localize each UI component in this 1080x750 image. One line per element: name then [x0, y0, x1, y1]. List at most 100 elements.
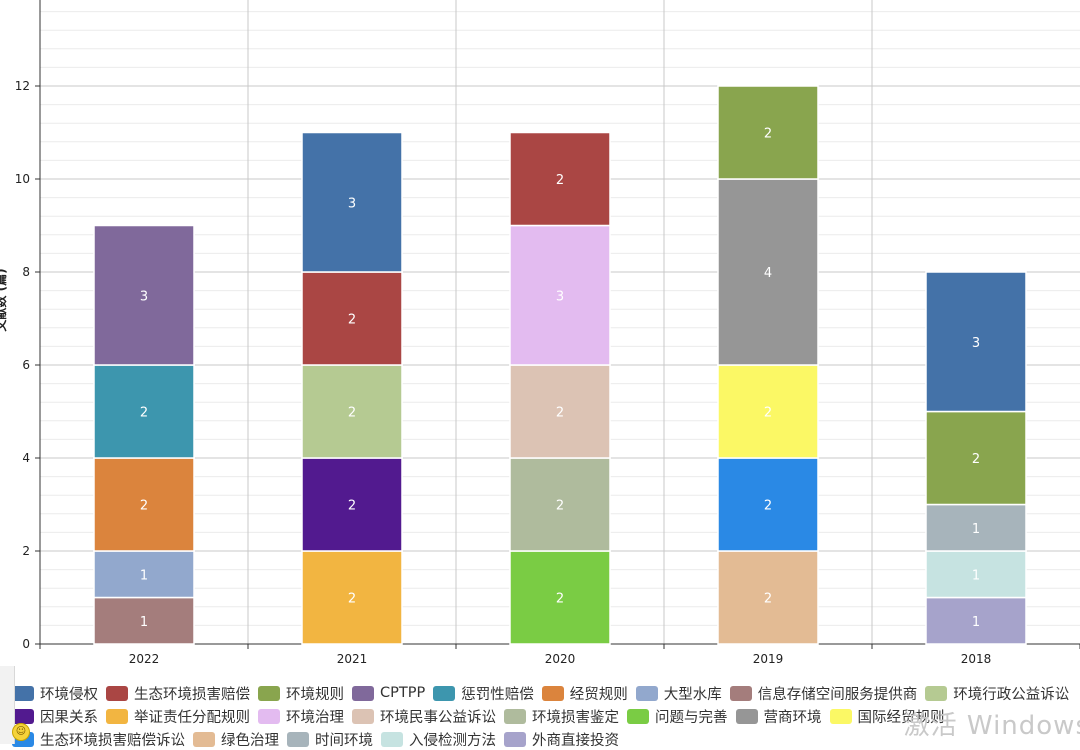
legend-label: 生态环境损害赔偿诉讼: [40, 732, 185, 749]
y-tick-label: 8: [22, 265, 30, 279]
y-tick-label: 4: [22, 451, 30, 465]
data-label: 4: [764, 266, 772, 281]
legend-label: 国际经贸规则: [857, 709, 945, 726]
legend-label: 环境损害鉴定: [532, 709, 619, 726]
legend-item[interactable]: 信息存储空间服务提供商: [729, 683, 917, 703]
legend-swatch: [258, 708, 280, 724]
legend-item[interactable]: 环境民事公益诉讼: [352, 706, 496, 726]
legend-label: 绿色治理: [221, 732, 279, 749]
legend-swatch: [258, 685, 280, 701]
legend-swatch: [352, 685, 374, 701]
legend-swatch: [193, 731, 215, 747]
legend-label: 经贸规则: [569, 686, 628, 703]
y-tick-labels: 0 2 4 6 8 10 12 文献数 (篇): [0, 79, 30, 651]
legend-swatch: [12, 685, 34, 701]
legend-swatch: [287, 731, 309, 747]
data-label: 1: [972, 522, 980, 537]
bar-segment: [93, 364, 195, 459]
data-label: 2: [348, 406, 356, 421]
legend-label: 环境规则: [286, 686, 344, 703]
bar-segment: [93, 596, 195, 645]
data-label: 2: [556, 406, 564, 421]
bar-segment: [925, 550, 1027, 599]
legend-item[interactable]: 因果关系: [12, 706, 98, 726]
data-label: 2: [348, 313, 356, 328]
bar-segment: [925, 503, 1027, 552]
legend-swatch: [433, 685, 456, 701]
data-label: 2: [764, 406, 772, 421]
bar-segment: [93, 224, 195, 366]
side-panel-edge: [0, 666, 15, 744]
y-tick-label: 2: [22, 544, 30, 558]
x-tick-label: 2022: [129, 652, 160, 666]
legend-label: 环境治理: [286, 709, 344, 726]
legend-item[interactable]: 营商环境: [735, 706, 822, 726]
legend-item[interactable]: 国际经贸规则: [829, 706, 945, 726]
data-label: 2: [140, 499, 148, 514]
data-label: 2: [348, 592, 356, 607]
legend-item[interactable]: 绿色治理: [193, 729, 279, 749]
legend-swatch: [829, 708, 852, 724]
legend-item[interactable]: 惩罚性赔偿: [433, 683, 534, 703]
bar-segment: [717, 364, 819, 459]
bar-segment: [925, 410, 1027, 506]
bar-segment: [925, 596, 1027, 645]
smiley-icon[interactable]: ☺: [12, 723, 30, 741]
data-label: 2: [556, 499, 564, 514]
legend-item[interactable]: 举证责任分配规则: [106, 706, 250, 726]
legend-label: 环境侵权: [40, 686, 98, 703]
legend-item[interactable]: 大型水库: [635, 683, 722, 703]
data-label: 3: [348, 196, 356, 211]
legend-label: 时间环境: [315, 732, 373, 749]
data-label: 3: [972, 336, 980, 351]
y-tick-label: 0: [22, 637, 30, 651]
data-label: 2: [764, 127, 772, 142]
y-tick-label: 12: [15, 79, 30, 93]
legend-item[interactable]: 环境行政公益诉讼: [925, 683, 1069, 703]
bar-segment: [509, 457, 611, 552]
legend-item[interactable]: 环境侵权: [12, 683, 98, 703]
legend-item[interactable]: 外商直接投资: [504, 729, 619, 749]
legend-item[interactable]: 入侵检测方法: [381, 729, 496, 749]
legend-swatch: [925, 685, 948, 701]
legend-swatch: [352, 708, 374, 724]
x-tick-label: 2020: [545, 652, 576, 666]
y-tick-label: 10: [15, 172, 30, 186]
legend-item[interactable]: 环境损害鉴定: [504, 706, 619, 726]
legend-item[interactable]: CPTPP: [352, 683, 425, 703]
bar-segment: [717, 457, 819, 552]
legend-swatch: [381, 731, 403, 747]
y-axis-label: 文献数 (篇): [0, 268, 8, 331]
legend-item[interactable]: 环境规则: [258, 683, 344, 703]
legend-label: 外商直接投资: [532, 732, 619, 749]
legend-label: 大型水库: [663, 686, 722, 703]
legend-label: 举证责任分配规则: [134, 709, 250, 726]
data-label: 2: [764, 499, 772, 514]
legend-item[interactable]: 时间环境: [287, 729, 373, 749]
bar-segment: [301, 457, 403, 552]
legend-label: 惩罚性赔偿: [461, 686, 534, 703]
data-label: 2: [556, 592, 564, 607]
data-label: 2: [764, 592, 772, 607]
legend-item[interactable]: 环境治理: [258, 706, 344, 726]
chart-legend: 环境侵权 生态环境损害赔偿 环境规则 CPTPP 惩罚性赔偿 经贸规则 大型水库 信息存储空间…: [12, 683, 1080, 749]
bar-segment: [301, 271, 403, 366]
legend-swatch: [627, 708, 649, 724]
activation-watermark: 激活 Windows: [903, 711, 1080, 741]
legend-item[interactable]: 生态环境损害赔偿: [106, 683, 250, 703]
legend-item[interactable]: 生态环境损害赔偿诉讼: [12, 729, 185, 749]
data-label: 3: [140, 289, 148, 304]
legend-label: 问题与完善: [655, 709, 728, 726]
x-tick-label: 2019: [753, 652, 784, 666]
bar-segment: [717, 178, 819, 366]
data-label: 3: [556, 289, 564, 304]
legend-label: 生态环境损害赔偿: [134, 686, 250, 703]
bar-segment: [93, 550, 195, 599]
legend-item[interactable]: 经贸规则: [541, 683, 628, 703]
bar-segment: [925, 271, 1027, 413]
bar-segment: [301, 131, 403, 273]
legend-item[interactable]: 问题与完善: [627, 706, 728, 726]
x-tick-label: 2021: [337, 652, 368, 666]
legend-label: 环境行政公益诉讼: [953, 686, 1070, 703]
